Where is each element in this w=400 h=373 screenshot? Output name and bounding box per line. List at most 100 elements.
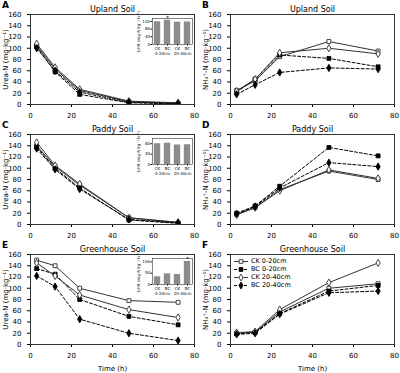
svg-text:80: 80 (390, 112, 399, 120)
svg-text:80: 80 (145, 141, 151, 146)
svg-text:0: 0 (217, 341, 221, 349)
svg-text:60: 60 (349, 232, 358, 240)
svg-text:60: 60 (213, 187, 222, 195)
svg-text:160: 160 (8, 131, 21, 139)
svg-text:80: 80 (145, 26, 151, 31)
svg-text:CK: CK (155, 286, 161, 291)
svg-text:CK: CK (155, 166, 161, 171)
svg-text:40: 40 (108, 232, 117, 240)
svg-text:20: 20 (213, 89, 222, 97)
svg-text:80: 80 (213, 296, 222, 304)
svg-text:80: 80 (213, 56, 222, 64)
svg-text:120: 120 (142, 19, 150, 24)
svg-text:20: 20 (13, 209, 22, 217)
svg-text:160: 160 (8, 11, 21, 19)
svg-text:160: 160 (208, 131, 221, 139)
svg-text:40: 40 (213, 78, 222, 86)
svg-text:20: 20 (67, 352, 76, 360)
svg-text:CK: CK (175, 46, 181, 51)
svg-text:60: 60 (13, 67, 22, 75)
svg-text:80: 80 (390, 232, 399, 240)
svg-text:80: 80 (13, 296, 22, 304)
svg-text:160: 160 (208, 11, 221, 19)
svg-text:60: 60 (149, 232, 158, 240)
svg-text:40: 40 (145, 151, 151, 156)
svg-text:20-40cm: 20-40cm (174, 291, 192, 296)
svg-text:0: 0 (28, 112, 32, 120)
svg-text:80: 80 (13, 176, 22, 184)
svg-text:60: 60 (13, 307, 22, 315)
svg-text:40: 40 (13, 78, 22, 86)
svg-text:40: 40 (13, 318, 22, 326)
svg-text:80: 80 (390, 352, 399, 360)
svg-text:*: * (166, 14, 169, 21)
svg-text:Time (h): Time (h) (97, 365, 128, 373)
svg-text:UHR (mg N kg⁻¹ h⁻¹): UHR (mg N kg⁻¹ h⁻¹) (136, 10, 141, 52)
svg-text:Paddy Soil: Paddy Soil (92, 125, 133, 134)
svg-text:40: 40 (308, 352, 317, 360)
svg-text:40: 40 (213, 318, 222, 326)
svg-text:CK: CK (175, 286, 181, 291)
svg-text:20: 20 (13, 89, 22, 97)
svg-text:40: 40 (108, 352, 117, 360)
svg-text:20: 20 (67, 232, 76, 240)
svg-text:BC: BC (165, 46, 171, 51)
svg-text:0: 0 (228, 352, 232, 360)
svg-text:140: 140 (8, 22, 21, 30)
svg-text:20: 20 (213, 329, 222, 337)
svg-text:0: 0 (28, 232, 32, 240)
svg-text:NH₄⁺-N (mg·kg⁻¹): NH₄⁺-N (mg·kg⁻¹) (202, 149, 210, 210)
svg-text:Greenhouse Soil: Greenhouse Soil (280, 245, 345, 254)
svg-text:0: 0 (17, 101, 21, 109)
svg-text:0: 0 (17, 221, 21, 229)
svg-text:0: 0 (217, 221, 221, 229)
svg-text:40: 40 (308, 232, 317, 240)
svg-text:80: 80 (190, 352, 199, 360)
svg-text:140: 140 (208, 22, 221, 30)
svg-text:20: 20 (267, 112, 276, 120)
svg-text:20-40cm: 20-40cm (174, 171, 192, 176)
svg-text:0-20cm: 0-20cm (155, 291, 170, 296)
svg-text:Urea-N (mg·kg⁻¹): Urea-N (mg·kg⁻¹) (2, 149, 10, 210)
svg-text:140: 140 (8, 262, 21, 270)
svg-text:140: 140 (208, 142, 221, 150)
svg-text:Urea-N (mg·kg⁻¹): Urea-N (mg·kg⁻¹) (2, 29, 10, 90)
svg-text:80: 80 (190, 232, 199, 240)
svg-text:Urea-N (mg·kg⁻¹): Urea-N (mg·kg⁻¹) (2, 269, 10, 330)
svg-text:NH₄⁺-N (mg·kg⁻¹): NH₄⁺-N (mg·kg⁻¹) (202, 29, 210, 90)
svg-text:0: 0 (147, 282, 150, 287)
svg-text:CK: CK (175, 166, 181, 171)
svg-text:0: 0 (28, 352, 32, 360)
svg-text:0: 0 (217, 101, 221, 109)
svg-text:20: 20 (67, 112, 76, 120)
svg-text:Paddy Soil: Paddy Soil (292, 125, 333, 134)
svg-text:BC: BC (185, 286, 191, 291)
svg-text:0: 0 (228, 112, 232, 120)
svg-text:20-40cm: 20-40cm (174, 51, 192, 56)
svg-text:40: 40 (108, 112, 117, 120)
svg-text:160: 160 (208, 251, 221, 259)
svg-text:Upland Soil: Upland Soil (290, 5, 335, 14)
svg-text:60: 60 (349, 352, 358, 360)
svg-text:80: 80 (13, 56, 22, 64)
svg-text:60: 60 (149, 112, 158, 120)
svg-text:60: 60 (349, 112, 358, 120)
svg-text:20: 20 (213, 209, 222, 217)
svg-text:NH₄⁺-N (mg·kg⁻¹): NH₄⁺-N (mg·kg⁻¹) (202, 269, 210, 330)
svg-text:BC: BC (165, 286, 171, 291)
svg-text:Upland Soil: Upland Soil (90, 5, 135, 14)
svg-text:40: 40 (145, 34, 151, 39)
svg-text:UHR (mg N kg⁻¹ h⁻¹): UHR (mg N kg⁻¹ h⁻¹) (136, 130, 141, 172)
svg-text:60: 60 (13, 187, 22, 195)
svg-text:50: 50 (145, 270, 151, 275)
svg-text:BC: BC (165, 166, 171, 171)
svg-text:80: 80 (190, 112, 199, 120)
svg-text:40: 40 (213, 198, 222, 206)
svg-text:0: 0 (147, 42, 150, 47)
svg-text:0: 0 (17, 341, 21, 349)
svg-text:UHR (mg N kg⁻¹ h⁻¹): UHR (mg N kg⁻¹ h⁻¹) (136, 250, 141, 292)
svg-text:CK: CK (155, 46, 161, 51)
svg-text:80: 80 (213, 176, 222, 184)
svg-text:40: 40 (308, 112, 317, 120)
svg-text:BC: BC (185, 166, 191, 171)
